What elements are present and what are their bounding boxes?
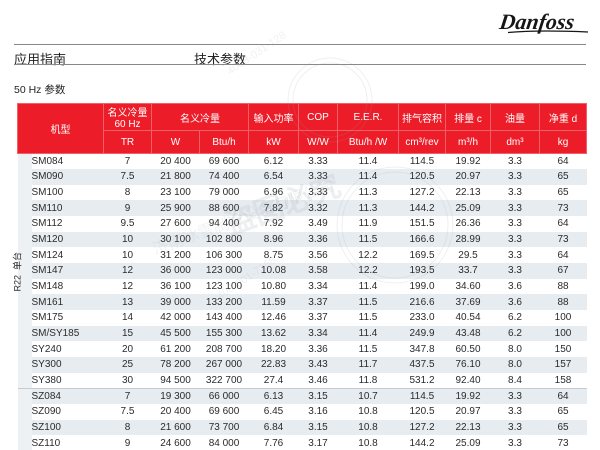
svg-text:Danfoss: Danfoss (497, 9, 576, 34)
